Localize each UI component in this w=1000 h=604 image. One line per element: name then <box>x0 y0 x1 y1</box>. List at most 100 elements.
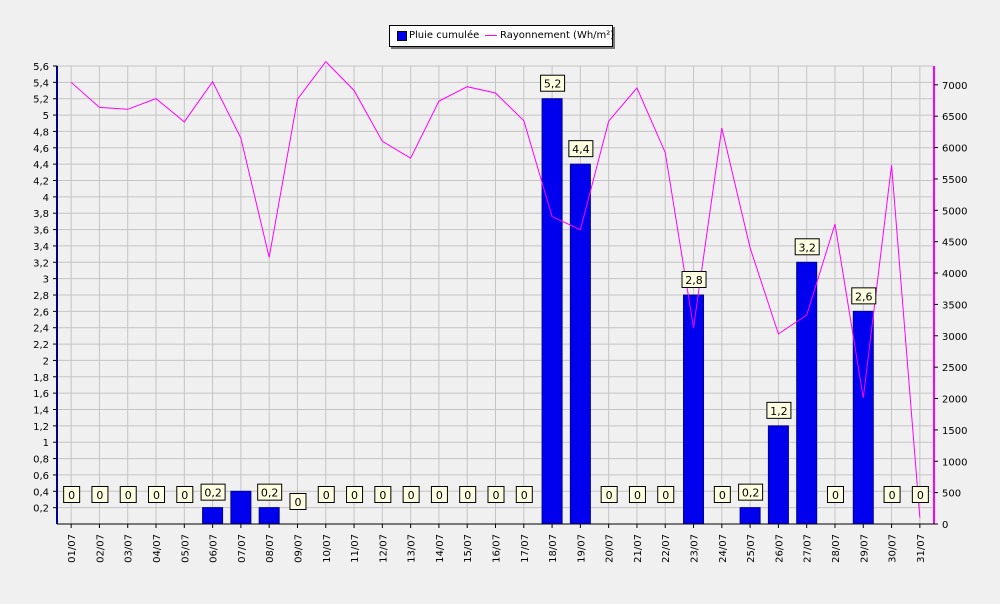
category-label: 06/07 <box>209 534 220 563</box>
rain-bar <box>796 261 818 525</box>
category-label: 22/07 <box>661 534 672 563</box>
left-tick-label: 1 <box>43 438 49 449</box>
data-label: 0 <box>96 489 103 502</box>
rain-bar <box>767 425 789 525</box>
data-label-box <box>257 483 283 501</box>
category-label: 23/07 <box>690 534 701 563</box>
right-tick-label: 6000 <box>942 144 967 155</box>
data-label: 0 <box>408 489 415 502</box>
rain-bar <box>258 507 280 525</box>
data-label-box <box>540 74 566 92</box>
left-tick-label: 4 <box>43 193 49 204</box>
category-label: 19/07 <box>576 534 587 563</box>
category-label: 14/07 <box>435 534 446 563</box>
category-label: 08/07 <box>265 534 276 563</box>
data-label-box <box>459 486 477 503</box>
rain-bar <box>202 507 224 525</box>
data-label-box <box>851 287 877 305</box>
category-label: 11/07 <box>350 534 361 563</box>
data-label: 2,6 <box>855 290 873 303</box>
left-tick-label: 0,6 <box>33 471 49 482</box>
left-tick-label: 0,4 <box>33 487 49 498</box>
right-tick-label: 5500 <box>942 175 967 186</box>
data-label-box <box>317 486 335 503</box>
data-label: 0 <box>153 489 160 502</box>
category-label: 28/07 <box>831 534 842 563</box>
data-label-box <box>600 486 618 503</box>
data-label: 0 <box>634 489 641 502</box>
data-label-box <box>91 486 109 503</box>
radiation-line <box>70 60 921 518</box>
left-tick-label: 4,2 <box>33 177 49 188</box>
category-label: 18/07 <box>548 534 559 563</box>
left-tick-label: 3,4 <box>33 242 49 253</box>
data-label-box <box>374 486 392 503</box>
data-label: 0 <box>606 489 613 502</box>
legend-line-swatch <box>485 35 497 36</box>
data-label: 0 <box>181 489 188 502</box>
data-label: 0 <box>917 489 924 502</box>
left-tick-label: 2 <box>43 356 49 367</box>
data-label-box <box>402 486 420 503</box>
data-label: 3,2 <box>798 241 816 254</box>
data-label-box <box>148 486 166 503</box>
left-tick-label: 0,2 <box>33 504 49 515</box>
rain-bar <box>541 98 563 525</box>
left-tick-label: 3,8 <box>33 209 49 220</box>
data-label-box <box>911 486 929 503</box>
category-label: 07/07 <box>237 534 248 563</box>
data-label-box <box>346 486 364 503</box>
category-label: 05/07 <box>180 534 191 563</box>
data-label-box <box>713 486 731 503</box>
data-label: 4,4 <box>572 143 590 156</box>
left-tick-label: 2,6 <box>33 307 49 318</box>
data-label-box <box>628 486 646 503</box>
right-tick-label: 2000 <box>942 395 967 406</box>
data-label-box <box>119 486 137 503</box>
data-label: 0 <box>719 489 726 502</box>
category-label: 16/07 <box>492 534 503 563</box>
left-tick-label: 1,2 <box>33 422 49 433</box>
left-tick-label: 0,8 <box>33 455 49 466</box>
data-label-box <box>289 493 307 510</box>
category-label: 10/07 <box>322 534 333 563</box>
left-tick-label: 2,4 <box>33 324 49 335</box>
legend-label-bar: Pluie cumulée <box>409 30 480 41</box>
legend: Pluie cumulée Rayonnement (Wh/m²) <box>389 25 614 47</box>
category-label: 30/07 <box>888 534 899 563</box>
data-label-box <box>487 486 505 503</box>
category-label: 12/07 <box>378 534 389 563</box>
category-label: 25/07 <box>746 534 757 563</box>
data-label: 0 <box>521 489 528 502</box>
right-tick-label: 3500 <box>942 300 967 311</box>
data-label-box <box>657 486 675 503</box>
category-label: 26/07 <box>774 534 785 563</box>
data-label: 0 <box>662 489 669 502</box>
right-tick-label: 5000 <box>942 206 967 217</box>
left-tick-label: 5,4 <box>33 78 49 89</box>
data-label: 2,8 <box>685 274 703 287</box>
left-tick-label: 1,8 <box>33 373 49 384</box>
category-label: 17/07 <box>520 534 531 563</box>
category-label: 01/07 <box>67 534 78 563</box>
data-label: 0 <box>379 489 386 502</box>
left-tick-label: 1,4 <box>33 406 49 417</box>
category-label: 31/07 <box>916 534 927 563</box>
left-tick-label: 3,6 <box>33 226 49 237</box>
category-label: 09/07 <box>293 534 304 563</box>
data-label-box <box>794 238 820 256</box>
data-label-box <box>63 486 81 503</box>
category-label: 27/07 <box>803 534 814 563</box>
right-tick-label: 4000 <box>942 269 967 280</box>
rain-bar <box>683 294 705 525</box>
data-label-box <box>681 271 707 288</box>
data-label: 0,2 <box>261 487 279 500</box>
right-tick-label: 1000 <box>942 457 967 468</box>
left-tick-label: 3,2 <box>33 258 49 269</box>
rain-bar <box>739 507 761 525</box>
category-label: 29/07 <box>859 534 870 563</box>
left-tick-label: 4,4 <box>33 160 49 171</box>
category-label: 21/07 <box>633 534 644 563</box>
